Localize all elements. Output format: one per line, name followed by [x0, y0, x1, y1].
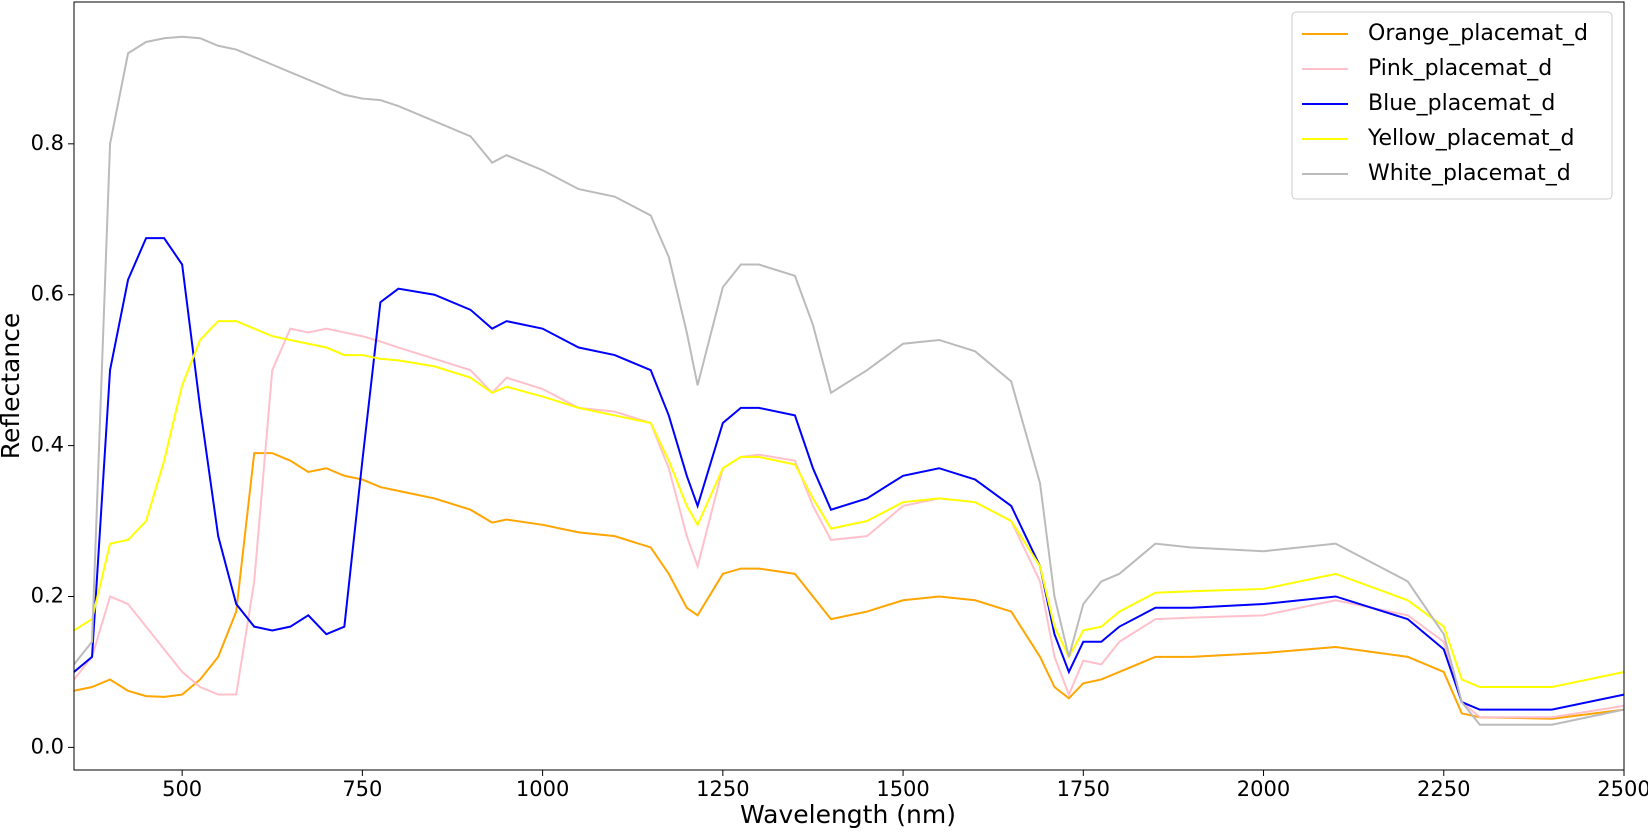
y-tick-label: 0.2 [31, 583, 64, 607]
series-line [74, 327, 1624, 719]
x-tick-label: 500 [162, 777, 202, 801]
y-tick-label: 0.4 [31, 433, 64, 457]
x-tick-label: 1500 [876, 777, 929, 801]
x-tick-label: 2500 [1597, 777, 1648, 801]
y-axis-label: Reflectance [0, 313, 25, 460]
x-tick-label: 750 [342, 777, 382, 801]
y-tick-label: 0.8 [31, 131, 64, 155]
series-line [74, 237, 1624, 711]
x-tick-label: 1750 [1057, 777, 1110, 801]
legend-box [1291, 11, 1613, 200]
x-tick-label: 1000 [516, 777, 569, 801]
y-tick-label: 0.0 [31, 734, 64, 758]
legend-label: White_placemat_d [1368, 161, 1571, 186]
legend-label: Pink_placemat_d [1368, 56, 1552, 81]
x-tick-label: 2250 [1417, 777, 1470, 801]
series-line [74, 35, 1624, 726]
y-tick-label: 0.6 [31, 282, 64, 306]
legend-label: Orange_placemat_d [1368, 21, 1588, 46]
x-axis-label: Wavelength (nm) [740, 800, 956, 829]
legend-label: Blue_placemat_d [1368, 91, 1555, 116]
series-line [74, 320, 1624, 689]
legend-label: Yellow_placemat_d [1367, 126, 1574, 151]
x-tick-label: 1250 [696, 777, 749, 801]
series-line [74, 452, 1624, 720]
x-tick-label: 2000 [1237, 777, 1290, 801]
plot-frame [73, 1, 1625, 771]
